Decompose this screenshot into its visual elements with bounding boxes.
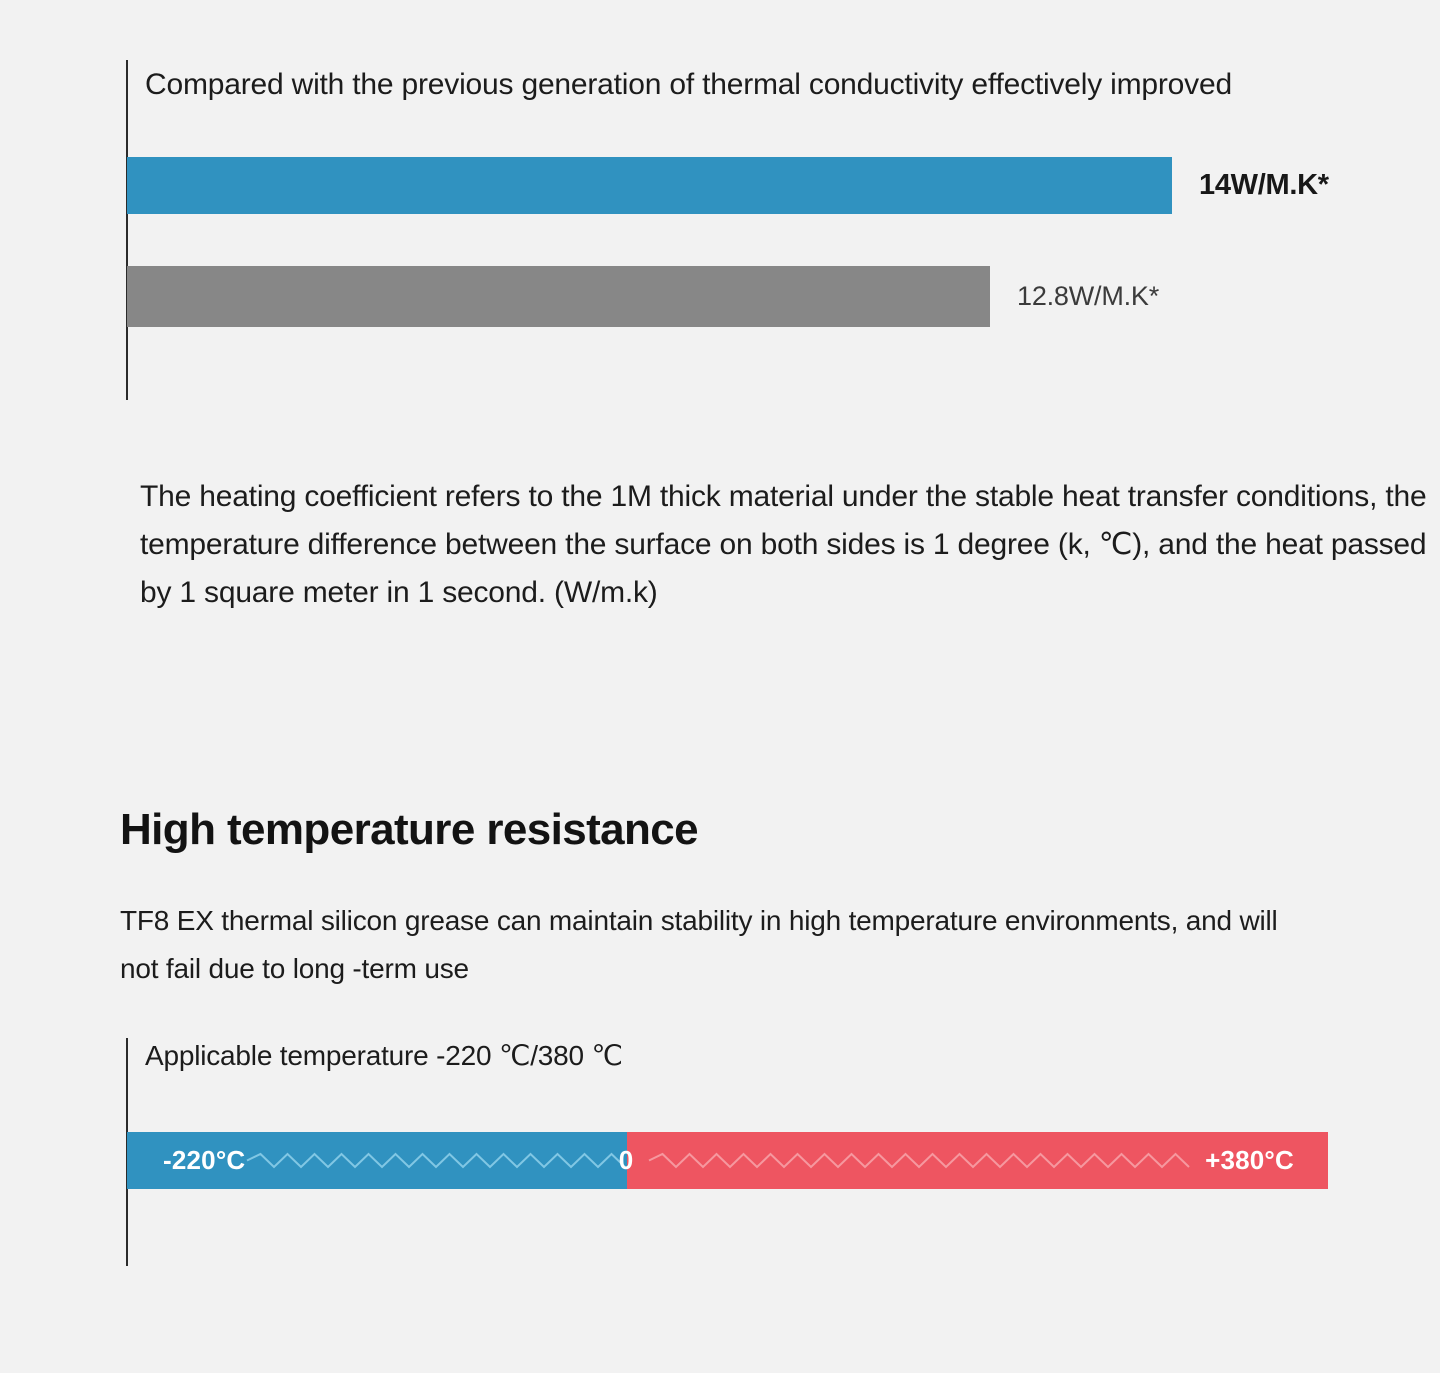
gauge-hot-segment: +380°C <box>627 1132 1328 1189</box>
gauge-min-label: -220°C <box>163 1145 246 1175</box>
gauge-max-label: +380°C <box>1205 1145 1294 1175</box>
bar-new-generation <box>127 157 1172 214</box>
bar-row: 14W/M.K* <box>127 157 1437 214</box>
bar-previous-generation <box>127 266 990 327</box>
thermal-conductivity-chart: Compared with the previous generation of… <box>0 0 1440 430</box>
bar-row: 12.8W/M.K* <box>127 266 1437 327</box>
section-description: TF8 EX thermal silicon grease can mainta… <box>120 905 1278 984</box>
bar-value-label: 14W/M.K* <box>1199 169 1329 201</box>
conductivity-explanation-text: The heating coefficient refers to the 1M… <box>140 480 1427 609</box>
high-temperature-section: High temperature resistance TF8 EX therm… <box>0 780 1440 1340</box>
bar-value-label: 12.8W/M.K* <box>1017 281 1160 311</box>
chart-axis-line <box>126 60 128 400</box>
gauge-cold-segment: -220°C <box>127 1132 627 1189</box>
gauge-zero-label: 0 <box>618 1145 634 1175</box>
temperature-range-gauge: -220°C +380°C <box>127 1132 1328 1189</box>
chart-title: Compared with the previous generation of… <box>145 68 1232 101</box>
section-heading: High temperature resistance <box>120 805 699 854</box>
applicable-temperature-label: Applicable temperature -220 ℃/380 ℃ <box>145 1040 623 1071</box>
